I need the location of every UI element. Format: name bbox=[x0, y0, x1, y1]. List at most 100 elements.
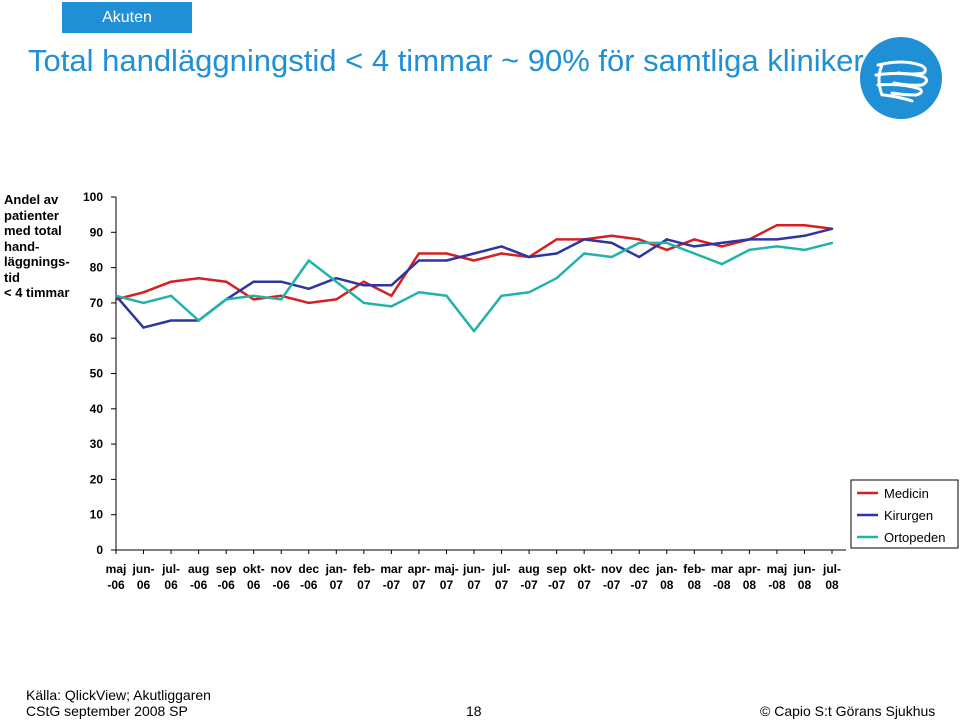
x-tick-label: okt- bbox=[243, 562, 265, 576]
x-tick-label: 07 bbox=[412, 578, 426, 592]
x-tick-label: -08 bbox=[768, 578, 786, 592]
x-tick-label: nov bbox=[271, 562, 293, 576]
y-tick-label: 10 bbox=[90, 508, 104, 522]
y-tick-label: 60 bbox=[90, 331, 104, 345]
x-tick-label: -07 bbox=[603, 578, 621, 592]
data-point-medicin bbox=[307, 301, 310, 305]
x-tick-label: 06 bbox=[164, 578, 178, 592]
data-point-medicin bbox=[114, 298, 118, 301]
data-point-ortopeden bbox=[527, 291, 531, 294]
data-point-ortopeden bbox=[748, 248, 751, 252]
data-point-kirurgen bbox=[500, 245, 503, 248]
data-point-medicin bbox=[610, 234, 613, 238]
x-tick-label: jan- bbox=[325, 562, 347, 576]
x-tick-label: 08 bbox=[688, 578, 702, 592]
x-tick-label: dec bbox=[629, 562, 650, 576]
data-point-ortopeden bbox=[390, 305, 393, 308]
data-point-ortopeden bbox=[665, 241, 668, 245]
x-tick-label: 07 bbox=[467, 578, 481, 592]
data-point-kirurgen bbox=[693, 245, 696, 248]
x-tick-label: 06 bbox=[247, 578, 261, 592]
data-point-medicin bbox=[775, 224, 779, 227]
x-tick-label: dec bbox=[298, 562, 319, 576]
x-tick-label: -07 bbox=[548, 578, 566, 592]
x-tick-label: -06 bbox=[300, 578, 318, 592]
data-point-medicin bbox=[252, 298, 255, 301]
legend-label-medicin: Medicin bbox=[884, 486, 929, 501]
x-tick-label: 08 bbox=[743, 578, 757, 592]
data-point-kirurgen bbox=[252, 280, 255, 283]
x-tick-label: mar bbox=[380, 562, 402, 576]
data-point-ortopeden bbox=[362, 301, 366, 305]
x-tick-label: jul- bbox=[822, 562, 841, 576]
x-tick-label: jun- bbox=[462, 562, 485, 576]
data-point-ortopeden bbox=[638, 241, 641, 245]
legend-label-kirurgen: Kirurgen bbox=[884, 508, 933, 523]
x-tick-label: aug bbox=[188, 562, 209, 576]
y-tick-label: 0 bbox=[96, 543, 103, 557]
data-point-ortopeden bbox=[472, 329, 476, 333]
data-point-medicin bbox=[803, 224, 806, 227]
x-tick-label: maj bbox=[106, 562, 127, 576]
data-point-kirurgen bbox=[445, 259, 448, 262]
y-tick-label: 30 bbox=[90, 437, 104, 451]
x-tick-label: 07 bbox=[357, 578, 371, 592]
page-title: Total handläggningstid < 4 timmar ~ 90% … bbox=[28, 43, 864, 78]
y-tick-label: 90 bbox=[90, 225, 104, 239]
x-tick-label: sep bbox=[216, 562, 237, 576]
x-tick-label: -06 bbox=[217, 578, 235, 592]
data-point-ortopeden bbox=[720, 262, 724, 266]
y-tick-label: 20 bbox=[90, 472, 104, 486]
x-tick-label: maj bbox=[767, 562, 788, 576]
data-point-kirurgen bbox=[775, 238, 779, 241]
data-point-kirurgen bbox=[830, 227, 834, 230]
data-point-medicin bbox=[693, 238, 696, 241]
x-tick-label: -06 bbox=[190, 578, 208, 592]
data-point-medicin bbox=[390, 294, 393, 298]
data-point-kirurgen bbox=[638, 255, 641, 259]
x-tick-label: 07 bbox=[330, 578, 344, 592]
data-point-kirurgen bbox=[610, 241, 613, 245]
data-point-ortopeden bbox=[335, 280, 338, 283]
data-point-medicin bbox=[665, 248, 668, 252]
x-tick-label: sep bbox=[546, 562, 567, 576]
footer-source: Källa: QlickView; Akutliggaren bbox=[26, 687, 211, 703]
x-tick-label: -07 bbox=[520, 578, 538, 592]
x-tick-label: -07 bbox=[383, 578, 401, 592]
x-tick-label: 08 bbox=[798, 578, 812, 592]
x-tick-label: nov bbox=[601, 562, 623, 576]
data-point-ortopeden bbox=[775, 245, 779, 248]
y-tick-label: 40 bbox=[90, 402, 104, 416]
data-point-medicin bbox=[224, 280, 228, 283]
data-point-ortopeden bbox=[142, 301, 145, 305]
data-point-ortopeden bbox=[114, 294, 118, 298]
y-tick-label: 70 bbox=[90, 296, 104, 310]
data-point-kirurgen bbox=[555, 252, 558, 255]
data-point-ortopeden bbox=[830, 241, 834, 245]
data-point-kirurgen bbox=[169, 319, 173, 322]
data-point-ortopeden bbox=[417, 291, 421, 294]
data-point-ortopeden bbox=[224, 298, 228, 301]
data-point-kirurgen bbox=[335, 276, 338, 280]
data-point-ortopeden bbox=[280, 298, 283, 301]
data-point-kirurgen bbox=[142, 326, 145, 329]
x-tick-label: jan- bbox=[655, 562, 677, 576]
data-point-ortopeden bbox=[693, 252, 696, 255]
data-point-medicin bbox=[720, 245, 724, 248]
x-tick-label: mar bbox=[711, 562, 733, 576]
x-tick-label: maj- bbox=[434, 562, 459, 576]
x-tick-label: 06 bbox=[137, 578, 151, 592]
x-tick-label: apr- bbox=[408, 562, 431, 576]
footer-page-number: 18 bbox=[466, 703, 482, 719]
data-point-kirurgen bbox=[390, 284, 393, 287]
hand-logo-icon bbox=[860, 37, 942, 119]
data-point-ortopeden bbox=[555, 276, 558, 280]
data-point-ortopeden bbox=[307, 259, 310, 262]
data-point-kirurgen bbox=[472, 252, 476, 255]
x-tick-label: okt- bbox=[573, 562, 595, 576]
x-tick-label: 08 bbox=[660, 578, 674, 592]
x-tick-label: 08 bbox=[825, 578, 839, 592]
y-tick-label: 80 bbox=[90, 261, 104, 275]
x-tick-label: jul- bbox=[161, 562, 180, 576]
